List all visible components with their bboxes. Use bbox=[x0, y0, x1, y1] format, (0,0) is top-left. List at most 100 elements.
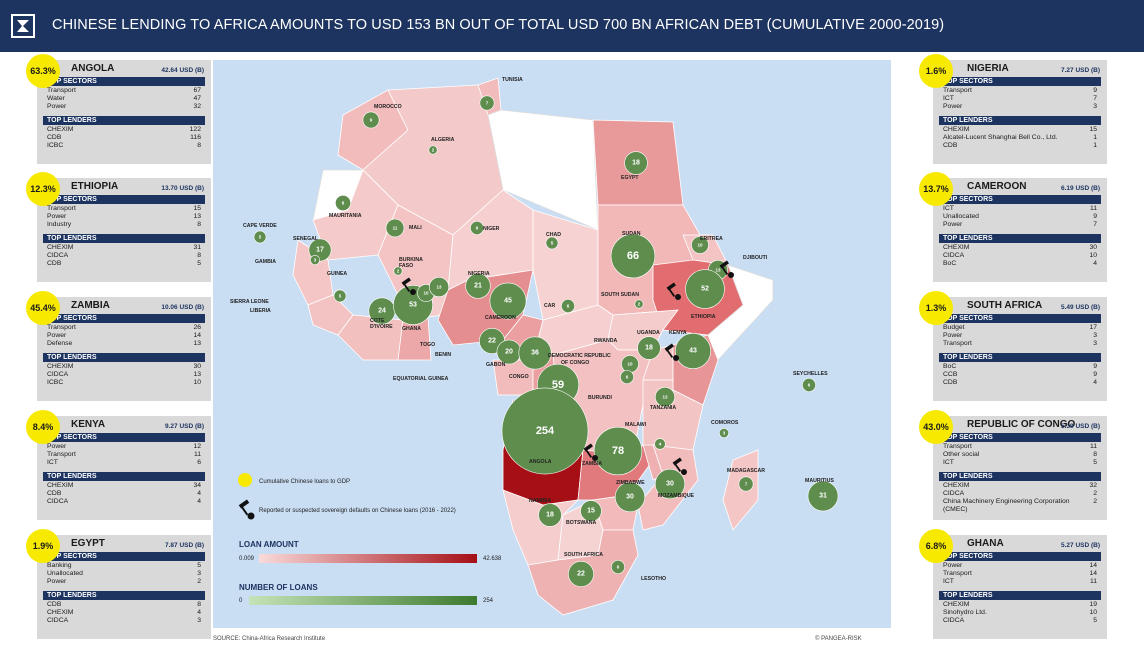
lender-name: CDB bbox=[47, 601, 62, 608]
sector-count: 14 bbox=[193, 332, 201, 339]
loan-bubble-malawi[interactable]: 4 bbox=[654, 438, 666, 450]
sector-count: 6 bbox=[197, 459, 201, 466]
bubble-count-label: 13 bbox=[715, 268, 721, 273]
loan-bubble-comoros[interactable]: 3 bbox=[719, 428, 729, 438]
loan-bubble-seychelles[interactable]: 6 bbox=[802, 378, 816, 392]
country-label: ETHIOPIA bbox=[691, 314, 716, 320]
gdp-ratio-badge: 13.7% bbox=[919, 172, 953, 206]
loan-bubble-cape-verde[interactable]: 5 bbox=[253, 230, 267, 244]
loan-bubble-namibia[interactable]: 18 bbox=[538, 503, 562, 527]
country-madagascar[interactable] bbox=[722, 449, 759, 531]
lender-count: 10 bbox=[1089, 252, 1097, 259]
loan-bubble-gabon[interactable]: 20 bbox=[496, 339, 522, 365]
bubble-count-label: 6 bbox=[626, 375, 629, 380]
loan-bubble-benin[interactable]: 13 bbox=[428, 276, 450, 298]
lender-name: CHEXIM bbox=[47, 244, 74, 251]
country-label: MADAGASCAR bbox=[727, 468, 765, 474]
loan-bubble-sudan[interactable]: 66 bbox=[610, 233, 656, 279]
loan-bubble-mauritius[interactable]: 31 bbox=[807, 480, 839, 512]
sector-name: Power bbox=[943, 562, 963, 569]
default-legend-text: Reported or suspected sovereign defaults… bbox=[259, 508, 456, 514]
loan-bubble-eritrea[interactable]: 10 bbox=[691, 236, 709, 254]
country-label: LIBERIA bbox=[250, 308, 271, 314]
loan-bubble-kenya[interactable]: 43 bbox=[674, 332, 712, 370]
loan-bubble-niger[interactable]: 6 bbox=[470, 221, 484, 235]
loan-bubble-burkina-faso[interactable]: 2 bbox=[393, 266, 403, 276]
lender-row: CHEXIM 30 bbox=[43, 363, 205, 371]
card-loan-value: 13.70 USD (B) bbox=[161, 185, 204, 192]
loan-bubble-burundi[interactable]: 6 bbox=[620, 370, 634, 384]
loan-bubble-sierra-leone[interactable]: 5 bbox=[333, 289, 347, 303]
bubble-count-label: 43 bbox=[689, 348, 697, 355]
lender-count: 9 bbox=[1093, 371, 1097, 378]
bubble-circle bbox=[465, 273, 491, 299]
loan-bubble-lesotho[interactable]: 6 bbox=[611, 560, 625, 574]
country-card-ethiopia: ETHIOPIA 13.70 USD (B) TOP SECTORS Transpor… bbox=[37, 178, 211, 282]
bubble-circle bbox=[501, 387, 589, 475]
bubble-count-label: 2 bbox=[397, 269, 400, 274]
loan-bubble-botswana[interactable]: 15 bbox=[580, 500, 602, 522]
lender-count: 9 bbox=[1093, 363, 1097, 370]
loan-bubble-mauritania[interactable]: 8 bbox=[335, 195, 351, 211]
loan-bubble-car[interactable]: 6 bbox=[561, 299, 575, 313]
sector-row: Transport 3 bbox=[939, 340, 1101, 348]
country-cote-divoire[interactable] bbox=[337, 314, 404, 361]
sector-name: Other social bbox=[943, 451, 980, 458]
lender-count: 4 bbox=[197, 490, 201, 497]
africa-map-svg: Cumulative Chinese loans to GDP Reported… bbox=[230, 77, 839, 616]
bubble-count-label: 18 bbox=[546, 512, 554, 519]
country-label: TANZANIA bbox=[650, 405, 676, 411]
bubble-circle bbox=[610, 233, 656, 279]
loan-bubble-cameroon[interactable]: 45 bbox=[489, 282, 527, 320]
loan-bubble-mali[interactable]: 11 bbox=[385, 218, 405, 238]
bubble-circle bbox=[561, 299, 575, 313]
sector-row: Banking 5 bbox=[43, 562, 205, 570]
country-libya bbox=[487, 109, 599, 231]
top-sectors-heading: TOP SECTORS bbox=[43, 195, 205, 204]
loan-bubble-egypt[interactable]: 18 bbox=[624, 151, 648, 175]
lender-count: 2 bbox=[1093, 490, 1097, 497]
card-loan-value: 10.06 USD (B) bbox=[161, 304, 204, 311]
bubble-count-label: 7 bbox=[486, 101, 489, 106]
country-label: EGYPT bbox=[621, 175, 639, 181]
sector-count: 32 bbox=[193, 103, 201, 110]
lender-count: 4 bbox=[197, 498, 201, 505]
loan-bubble-uganda[interactable]: 18 bbox=[637, 336, 661, 360]
lender-name: CIDCA bbox=[47, 371, 69, 378]
bubble-count-label: 3 bbox=[723, 431, 726, 436]
loan-bubble-madagascar[interactable]: 7 bbox=[738, 476, 754, 492]
loan-bubble-south-sudan[interactable]: 2 bbox=[634, 299, 644, 309]
country-label: MAURITIUS bbox=[805, 478, 834, 484]
loan-bubble-gambia[interactable]: 3 bbox=[310, 255, 320, 265]
loan-bubble-angola[interactable]: 254 bbox=[501, 387, 589, 475]
bubble-circle bbox=[479, 95, 495, 111]
sector-count: 5 bbox=[197, 562, 201, 569]
country-label: UGANDA bbox=[637, 330, 660, 336]
bubble-circle bbox=[428, 276, 450, 298]
loan-bubble-morocco[interactable]: 9 bbox=[362, 111, 380, 129]
lender-name: CHEXIM bbox=[47, 609, 74, 616]
loan-bubble-tanzania[interactable]: 13 bbox=[654, 386, 676, 408]
loan-bubble-nigeria[interactable]: 21 bbox=[465, 273, 491, 299]
country-label: RWANDA bbox=[594, 338, 618, 344]
loan-bubble-congo[interactable]: 36 bbox=[518, 336, 552, 370]
lender-name: CCB bbox=[943, 371, 958, 378]
loan-bubble-ethiopia[interactable]: 52 bbox=[685, 269, 725, 309]
loan-bubble-rwanda[interactable]: 10 bbox=[621, 355, 639, 373]
country-card-angola: ANGOLA 42.64 USD (B) TOP SECTORS Transport 6… bbox=[37, 60, 211, 164]
loan-bubble-tunisia[interactable]: 7 bbox=[479, 95, 495, 111]
bubble-circle bbox=[685, 269, 725, 309]
bubble-circle bbox=[691, 236, 709, 254]
country-label: CAPE VERDE bbox=[243, 223, 277, 229]
sector-name: Transport bbox=[943, 443, 972, 450]
loan-bubble-mozambique[interactable]: 30 bbox=[654, 468, 686, 500]
lender-name: CDB bbox=[943, 142, 958, 149]
lender-count: 4 bbox=[1093, 260, 1097, 267]
loan-bubble-chad[interactable]: 5 bbox=[545, 236, 559, 250]
loan-bubble-algeria[interactable]: 2 bbox=[428, 145, 438, 155]
country-label: SOUTH SUDAN bbox=[601, 292, 639, 298]
loan-bubble-zambia[interactable]: 78 bbox=[593, 426, 643, 476]
loan-bubble-south-africa[interactable]: 22 bbox=[568, 561, 594, 587]
sector-count: 47 bbox=[193, 95, 201, 102]
loan-bubble-zimbabwe[interactable]: 30 bbox=[614, 481, 646, 513]
